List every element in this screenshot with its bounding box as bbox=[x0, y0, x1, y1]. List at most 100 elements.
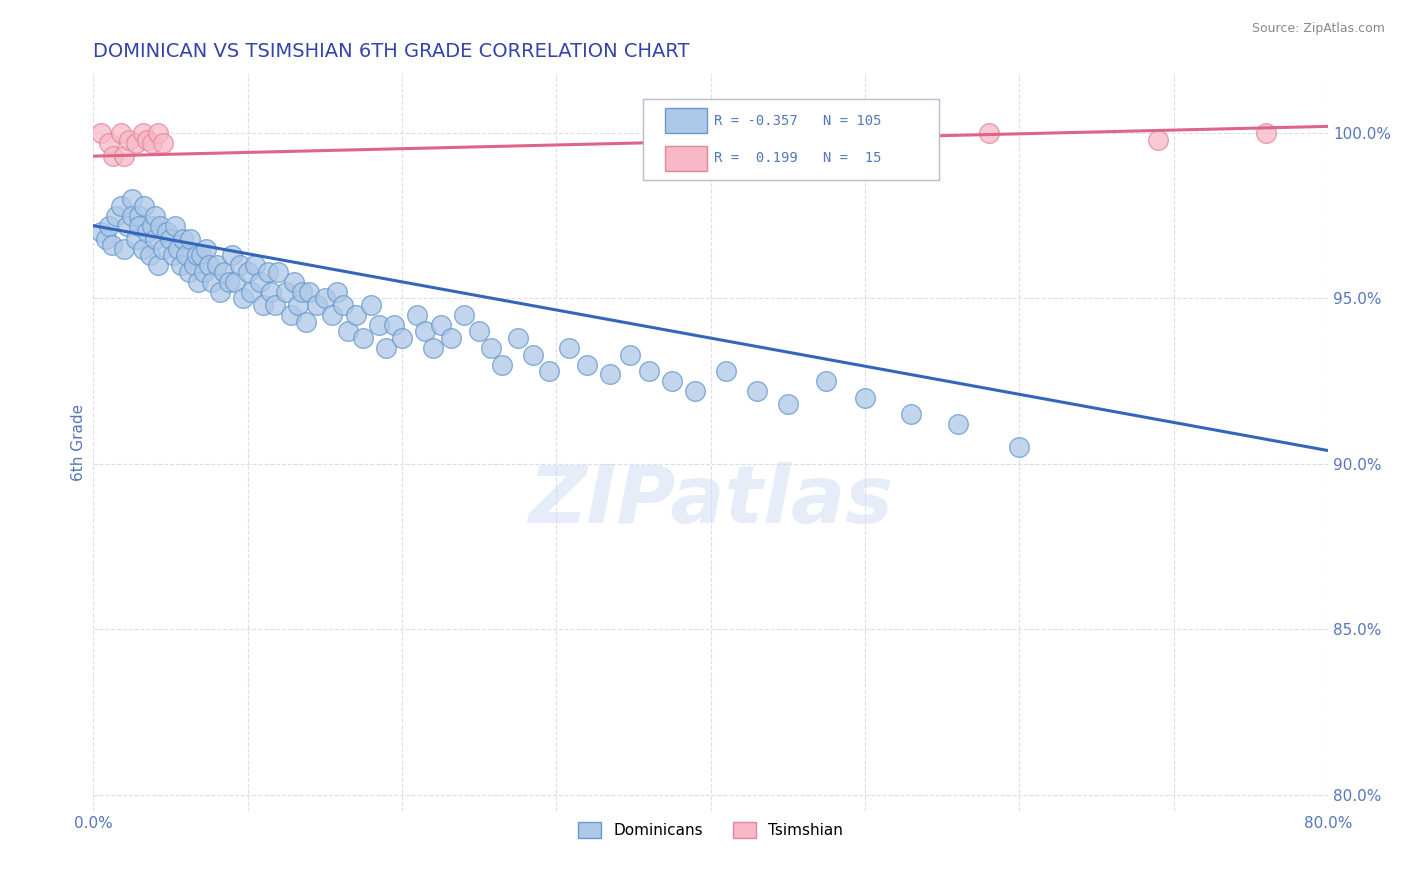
Point bbox=[100, 238, 122, 252]
Text: DOMINICAN VS TSIMSHIAN 6TH GRADE CORRELATION CHART: DOMINICAN VS TSIMSHIAN 6TH GRADE CORRELA… bbox=[93, 42, 690, 61]
Point bbox=[136, 225, 159, 239]
Point bbox=[186, 248, 208, 262]
Point bbox=[252, 298, 274, 312]
Point bbox=[557, 341, 579, 355]
Point bbox=[152, 136, 174, 150]
Point bbox=[183, 258, 205, 272]
Point bbox=[853, 391, 876, 405]
Point bbox=[131, 242, 153, 256]
Point bbox=[321, 308, 343, 322]
Point bbox=[638, 364, 661, 378]
Legend: Dominicans, Tsimshian: Dominicans, Tsimshian bbox=[572, 816, 849, 844]
Point bbox=[121, 209, 143, 223]
Point bbox=[481, 341, 503, 355]
Point bbox=[290, 285, 312, 299]
Point bbox=[776, 397, 799, 411]
Point bbox=[506, 331, 529, 345]
Point bbox=[146, 258, 169, 272]
Point bbox=[163, 219, 186, 233]
FancyBboxPatch shape bbox=[665, 145, 707, 170]
Text: ZIPatlas: ZIPatlas bbox=[529, 462, 893, 541]
Point bbox=[97, 136, 120, 150]
FancyBboxPatch shape bbox=[665, 108, 707, 133]
Point bbox=[900, 407, 922, 421]
Point bbox=[214, 265, 236, 279]
Point bbox=[264, 298, 287, 312]
Point bbox=[118, 132, 141, 146]
Point bbox=[260, 285, 283, 299]
Point bbox=[236, 265, 259, 279]
Point bbox=[1008, 440, 1031, 454]
Point bbox=[314, 292, 336, 306]
Point bbox=[110, 199, 132, 213]
Point bbox=[112, 242, 135, 256]
Point bbox=[156, 225, 179, 239]
Point bbox=[382, 318, 405, 332]
Point bbox=[143, 209, 166, 223]
Point bbox=[141, 136, 163, 150]
Point bbox=[131, 126, 153, 140]
Point bbox=[619, 348, 641, 362]
Point bbox=[152, 242, 174, 256]
Point bbox=[406, 308, 429, 322]
Point bbox=[115, 219, 138, 233]
Point bbox=[136, 132, 159, 146]
Point bbox=[522, 348, 544, 362]
Point bbox=[1256, 126, 1278, 140]
Point bbox=[491, 358, 513, 372]
Point bbox=[977, 126, 1000, 140]
Point bbox=[276, 285, 298, 299]
Point bbox=[280, 308, 302, 322]
Point bbox=[112, 149, 135, 163]
Point bbox=[148, 219, 170, 233]
Point bbox=[422, 341, 444, 355]
FancyBboxPatch shape bbox=[643, 99, 939, 180]
Point bbox=[146, 126, 169, 140]
Point bbox=[352, 331, 374, 345]
Point bbox=[256, 265, 278, 279]
Point bbox=[193, 265, 215, 279]
Point bbox=[128, 209, 150, 223]
Point bbox=[367, 318, 389, 332]
Point bbox=[391, 331, 413, 345]
Point bbox=[162, 248, 184, 262]
Point bbox=[201, 275, 224, 289]
Point bbox=[599, 368, 621, 382]
Point bbox=[134, 199, 156, 213]
Point bbox=[946, 417, 969, 431]
Point bbox=[344, 308, 367, 322]
Point bbox=[90, 126, 112, 140]
Point bbox=[1147, 132, 1170, 146]
Point bbox=[332, 298, 354, 312]
Point bbox=[453, 308, 475, 322]
Point bbox=[429, 318, 451, 332]
Point bbox=[128, 219, 150, 233]
Point bbox=[172, 232, 194, 246]
Point bbox=[139, 248, 162, 262]
Point bbox=[94, 232, 117, 246]
Point bbox=[97, 219, 120, 233]
Point bbox=[413, 325, 436, 339]
Point bbox=[239, 285, 262, 299]
Y-axis label: 6th Grade: 6th Grade bbox=[72, 404, 86, 481]
Text: R =  0.199   N =  15: R = 0.199 N = 15 bbox=[714, 151, 882, 165]
Point bbox=[177, 265, 200, 279]
Point bbox=[714, 364, 737, 378]
Text: R = -0.357   N = 105: R = -0.357 N = 105 bbox=[714, 113, 882, 128]
Point bbox=[283, 275, 305, 289]
Point bbox=[298, 285, 321, 299]
Point bbox=[187, 275, 209, 289]
Point bbox=[468, 325, 491, 339]
Point bbox=[440, 331, 463, 345]
Point bbox=[224, 275, 246, 289]
Point bbox=[143, 232, 166, 246]
Point bbox=[326, 285, 349, 299]
Point bbox=[245, 258, 267, 272]
Point bbox=[287, 298, 309, 312]
Point bbox=[815, 374, 838, 388]
Point bbox=[174, 248, 197, 262]
Point bbox=[141, 219, 163, 233]
Point bbox=[360, 298, 382, 312]
Text: Source: ZipAtlas.com: Source: ZipAtlas.com bbox=[1251, 22, 1385, 36]
Point bbox=[208, 285, 231, 299]
